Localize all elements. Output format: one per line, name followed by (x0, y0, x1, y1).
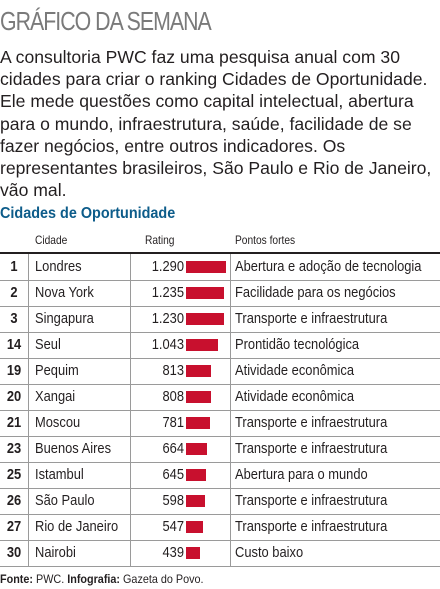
table-row: 23 Buenos Aires 664 Transporte e infraestru… (0, 436, 440, 463)
rank-number: 21 (6, 414, 22, 431)
table-row: 14 Seul 1.043 Prontidão tecnológica (0, 332, 440, 359)
column-header-strengths: Pontos fortes (235, 233, 296, 247)
rank-number: 30 (6, 544, 22, 561)
strength-text: Transporte e infraestrutura (235, 440, 388, 457)
city-name: Buenos Aires (35, 440, 112, 457)
infographic-text: Gazeta do Povo. (123, 572, 204, 586)
column-divider (28, 254, 29, 567)
rating-value: 808 (162, 388, 184, 405)
rank-number: 14 (6, 336, 22, 353)
strength-text: Abertura e adoção de tecnologia (235, 258, 422, 275)
rating-value: 1.230 (151, 310, 184, 327)
rating-bar (186, 443, 207, 455)
table-row: 3 Singapura 1.230 Transporte e infraestrutu… (0, 306, 440, 333)
rank-number: 26 (6, 492, 22, 509)
rating-value: 664 (162, 440, 184, 457)
rating-value: 1.290 (151, 258, 184, 275)
rating-value: 547 (162, 518, 184, 535)
chart-title: Cidades de Oportunidade (0, 205, 176, 222)
strength-text: Prontidão tecnológica (235, 336, 360, 353)
strength-text: Transporte e infraestrutura (235, 414, 388, 431)
rating-bar (186, 469, 206, 481)
column-divider (230, 254, 231, 567)
rating-value: 1.043 (151, 336, 184, 353)
strength-text: Atividade econômica (235, 388, 355, 405)
strength-text: Abertura para o mundo (235, 466, 368, 483)
strength-text: Custo baixo (235, 544, 304, 561)
table-top-rule (0, 252, 440, 254)
strength-text: Atividade econômica (235, 362, 355, 379)
rank-number: 27 (6, 518, 22, 535)
rating-bar (186, 521, 203, 533)
rank-number: 3 (10, 310, 18, 327)
rating-bar (186, 547, 200, 559)
source-text: PWC. (36, 572, 65, 586)
column-header-rating: Rating (145, 233, 175, 247)
strength-text: Facilidade para os negócios (235, 284, 396, 301)
rating-value: 598 (162, 492, 184, 509)
city-name: Pequim (35, 362, 79, 379)
rank-number: 20 (6, 388, 22, 405)
rank-number: 25 (6, 466, 22, 483)
rating-value: 1.235 (151, 284, 184, 301)
city-name: Rio de Janeiro (35, 518, 119, 535)
rating-bar (186, 417, 211, 429)
table-row: 30 Nairobi 439 Custo baixo (0, 540, 440, 567)
strength-text: Transporte e infraestrutura (235, 492, 388, 509)
infographic-label: Infografia: (67, 572, 121, 586)
rating-value: 781 (162, 414, 184, 431)
intro-paragraph: A consultoria PWC faz uma pesquisa anual… (0, 47, 432, 201)
rating-bar (186, 339, 219, 351)
rating-bar (186, 313, 225, 325)
rank-number: 19 (6, 362, 22, 379)
column-header-city: Cidade (35, 233, 68, 247)
strength-text: Transporte e infraestrutura (235, 518, 388, 535)
source-note: Fonte: PWC. Infografia: Gazeta do Povo. (0, 572, 203, 586)
city-name: Moscou (35, 414, 81, 431)
table-row: 25 Istambul 645 Abertura para o mundo (0, 462, 440, 489)
city-name: Londres (35, 258, 82, 275)
table-row: 20 Xangai 808 Atividade econômica (0, 384, 440, 411)
rating-bar (186, 391, 212, 403)
page-title: GRÁFICO DA SEMANA (0, 6, 212, 36)
city-name: Nova York (35, 284, 94, 301)
rating-value: 645 (162, 466, 184, 483)
rating-value: 813 (162, 362, 184, 379)
city-name: Xangai (35, 388, 76, 405)
column-divider (130, 254, 131, 567)
rank-number: 1 (10, 258, 18, 275)
table-row: 1 Londres 1.290 Abertura e adoção de tecnol… (0, 254, 440, 281)
city-name: Istambul (35, 466, 84, 483)
rating-bar (186, 287, 225, 299)
table-row: 2 Nova York 1.235 Facilidade para os negóci… (0, 280, 440, 307)
city-name: Nairobi (35, 544, 76, 561)
city-name: Seul (35, 336, 61, 353)
table-row: 21 Moscou 781 Transporte e infraestrutura (0, 410, 440, 437)
rank-number: 23 (6, 440, 22, 457)
strength-text: Transporte e infraestrutura (235, 310, 388, 327)
city-name: Singapura (35, 310, 94, 327)
table-row: 26 São Paulo 598 Transporte e infraestrutur… (0, 488, 440, 515)
rating-bar (186, 365, 212, 377)
source-label: Fonte: (0, 572, 33, 586)
rating-value: 439 (162, 544, 184, 561)
rank-number: 2 (10, 284, 18, 301)
table-row: 27 Rio de Janeiro 547 Transporte e infraest… (0, 514, 440, 541)
city-name: São Paulo (35, 492, 95, 509)
table-row: 19 Pequim 813 Atividade econômica (0, 358, 440, 385)
rating-bar (186, 261, 226, 273)
rating-bar (186, 495, 205, 507)
